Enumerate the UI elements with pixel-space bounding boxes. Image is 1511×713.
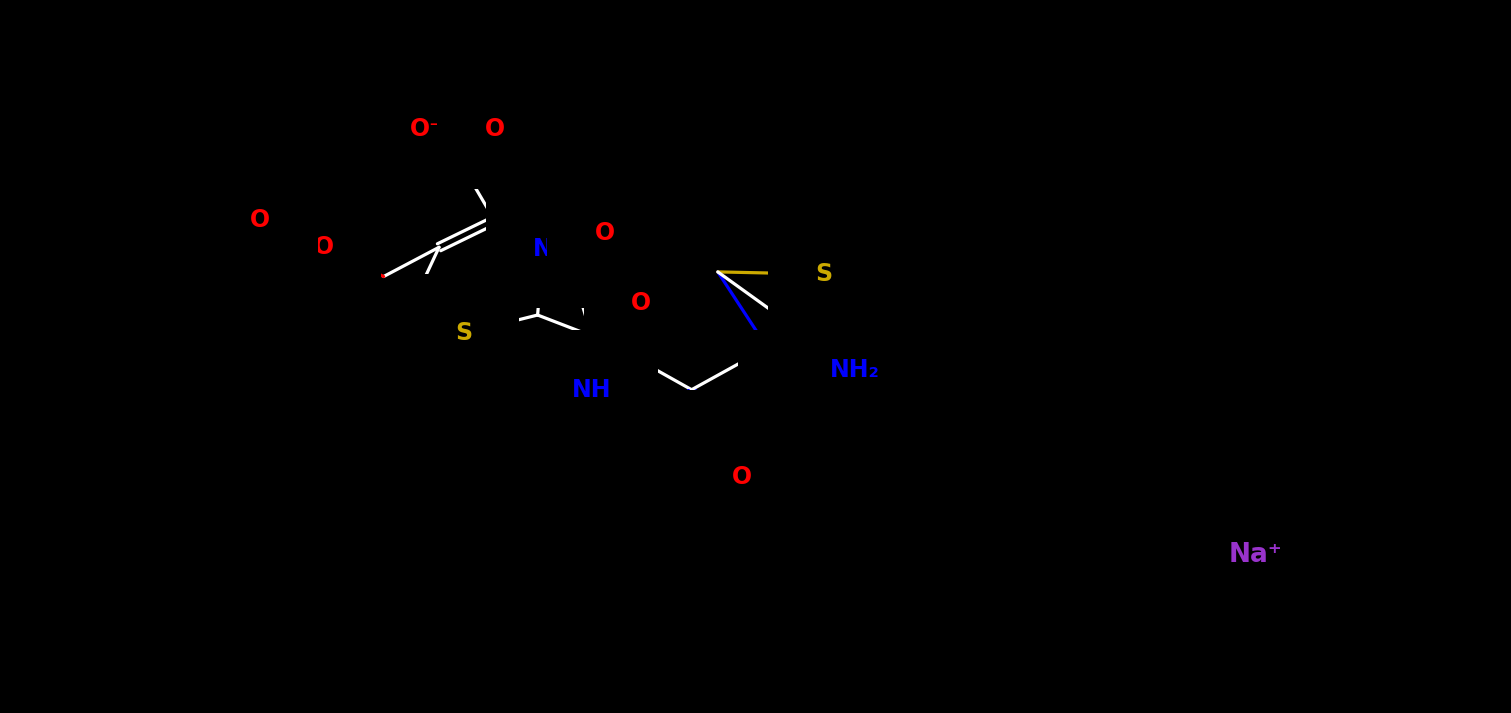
Text: O: O [630,291,651,314]
Text: O: O [594,222,615,245]
Text: S: S [455,322,473,346]
Text: NH: NH [571,378,612,401]
Text: NH₂: NH₂ [830,359,879,382]
Text: S: S [816,262,833,286]
Text: O: O [313,235,334,260]
Text: Na⁺: Na⁺ [1228,543,1283,568]
Text: O: O [731,465,752,488]
Text: N: N [533,237,553,261]
Text: N: N [681,437,701,461]
Text: O⁻: O⁻ [409,118,443,141]
Text: N: N [784,378,805,401]
Text: O: O [251,208,270,232]
Text: O: O [485,118,505,141]
